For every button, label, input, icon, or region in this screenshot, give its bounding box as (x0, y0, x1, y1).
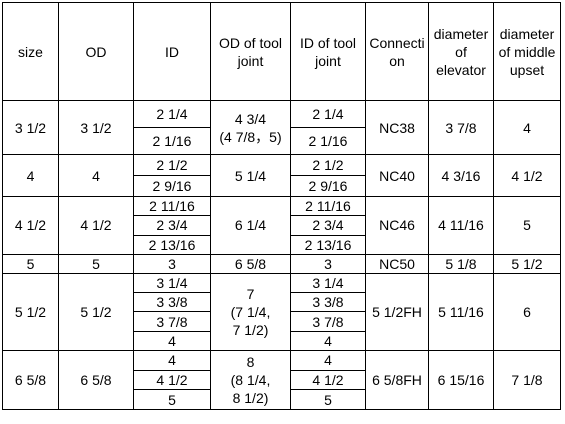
header-cell: diameter of middle upset (493, 2, 561, 101)
od-cell: 5 1/2 (58, 272, 134, 351)
middle-upset-cell: 4 (493, 100, 561, 155)
middle-upset-cell: 5 (493, 196, 561, 255)
od-cell: 4 1/2 (58, 196, 134, 255)
id-cell: 2 1/16 (133, 127, 211, 155)
table-row: 2 1/16 2 1/16 (3, 127, 561, 155)
middle-upset-cell: 7 1/8 (493, 349, 561, 410)
header-cell: Connection (365, 2, 429, 101)
id-tool-joint-cell: 2 9/16 (290, 175, 366, 197)
od-tool-joint-cell: 5 1/4 (210, 154, 291, 197)
connection-cell: NC50 (365, 253, 429, 274)
id-cell: 2 11/16 (133, 195, 211, 217)
id-tool-joint-cell: 3 1/4 (290, 272, 366, 294)
id-cell: 2 3/4 (133, 215, 211, 236)
table-row: 2 13/16 2 13/16 (3, 234, 561, 255)
id-tool-joint-cell: 2 1/16 (290, 127, 366, 155)
size-cell: 5 1/2 (2, 272, 59, 351)
elevator-cell: 5 1/8 (428, 253, 494, 274)
middle-upset-cell: 4 1/2 (493, 154, 561, 197)
size-cell: 6 5/8 (2, 349, 59, 410)
header-cell: diameter of elevator (428, 2, 494, 101)
header-cell: size (2, 2, 59, 101)
header-cell: ID of tool joint (290, 2, 366, 101)
id-tool-joint-cell: 4 (290, 330, 366, 351)
id-tool-joint-cell: 3 3/8 (290, 292, 366, 313)
size-cell: 5 (2, 253, 59, 274)
middle-upset-cell: 5 1/2 (493, 253, 561, 274)
id-cell: 5 (133, 389, 211, 410)
elevator-cell: 4 3/16 (428, 154, 494, 197)
connection-cell: NC38 (365, 100, 429, 155)
table-row: 4 1/2 4 1/2 2 11/16 6 1/4 2 11/16 NC46 4 11/16… (2, 195, 561, 255)
id-cell: 2 9/16 (133, 175, 211, 197)
id-tool-joint-cell: 4 1/2 (290, 369, 366, 391)
id-cell: 4 (133, 349, 211, 371)
connection-cell: NC46 (365, 196, 429, 255)
table-row: 3 7/8 3 7/8 (3, 311, 561, 332)
id-cell: 2 1/2 (133, 154, 211, 176)
id-cell: 3 (133, 253, 211, 274)
connection-cell: 5 1/2FH (365, 272, 429, 351)
table-row: 6 5/8 6 5/8 4 8 (8 1/4, 8 1/2) 4 6 5/8FH 6 15/… (2, 349, 561, 410)
connection-cell: NC40 (365, 154, 429, 197)
header-cell: OD (58, 2, 134, 101)
elevator-cell: 4 11/16 (428, 196, 494, 255)
table-body: 3 1/2 3 1/2 2 1/4 4 3/4 (4 7/8，5) 2 1/4 NC38 3… (2, 100, 561, 410)
table-row: 2 3/4 2 3/4 (3, 215, 561, 236)
od-tool-joint-cell: 6 1/4 (210, 196, 291, 255)
od-tool-joint-cell: 6 5/8 (210, 253, 291, 274)
id-cell: 2 1/4 (133, 100, 211, 128)
id-tool-joint-cell: 3 7/8 (290, 311, 366, 332)
header-cell: ID (133, 2, 211, 101)
id-tool-joint-cell: 2 11/16 (290, 195, 366, 217)
id-tool-joint-cell: 2 13/16 (290, 234, 366, 255)
connection-cell: 6 5/8FH (365, 349, 429, 410)
od-cell: 6 5/8 (58, 349, 134, 410)
size-cell: 4 (2, 154, 59, 197)
id-cell: 3 1/4 (133, 272, 211, 294)
id-tool-joint-cell: 5 (290, 389, 366, 410)
id-cell: 3 7/8 (133, 311, 211, 332)
id-tool-joint-cell: 2 3/4 (290, 215, 366, 236)
id-cell: 4 1/2 (133, 369, 211, 391)
od-tool-joint-cell: 8 (8 1/4, 8 1/2) (210, 349, 291, 410)
size-cell: 3 1/2 (2, 100, 59, 155)
elevator-cell: 3 7/8 (428, 100, 494, 155)
od-cell: 5 (58, 253, 134, 274)
table-row: 5 1/2 5 1/2 3 1/4 7 (7 1/4, 7 1/2) 3 1/4 5 1/… (2, 272, 561, 351)
id-tool-joint-cell: 2 1/4 (290, 100, 366, 128)
id-cell: 3 3/8 (133, 292, 211, 313)
elevator-cell: 6 15/16 (428, 349, 494, 410)
od-cell: 3 1/2 (58, 100, 134, 155)
od-cell: 4 (58, 154, 134, 197)
middle-upset-cell: 6 (493, 272, 561, 351)
pipe-table: size OD ID OD of tool joint ID of tool joint… (2, 2, 561, 410)
size-cell: 4 1/2 (2, 196, 59, 255)
header-row: size OD ID OD of tool joint ID of tool joint… (2, 2, 561, 101)
elevator-cell: 5 11/16 (428, 272, 494, 351)
table-row: 3 1/2 3 1/2 2 1/4 4 3/4 (4 7/8，5) 2 1/4 NC38 3… (2, 100, 561, 155)
id-tool-joint-cell: 3 (290, 253, 366, 274)
header-cell: OD of tool joint (210, 2, 291, 101)
id-cell: 2 13/16 (133, 234, 211, 255)
id-tool-joint-cell: 4 (290, 349, 366, 371)
table-row: 3 3/8 3 3/8 (3, 292, 561, 313)
id-cell: 4 (133, 330, 211, 351)
od-tool-joint-cell: 4 3/4 (4 7/8，5) (210, 100, 291, 155)
id-tool-joint-cell: 2 1/2 (290, 154, 366, 176)
od-tool-joint-cell: 7 (7 1/4, 7 1/2) (210, 272, 291, 351)
